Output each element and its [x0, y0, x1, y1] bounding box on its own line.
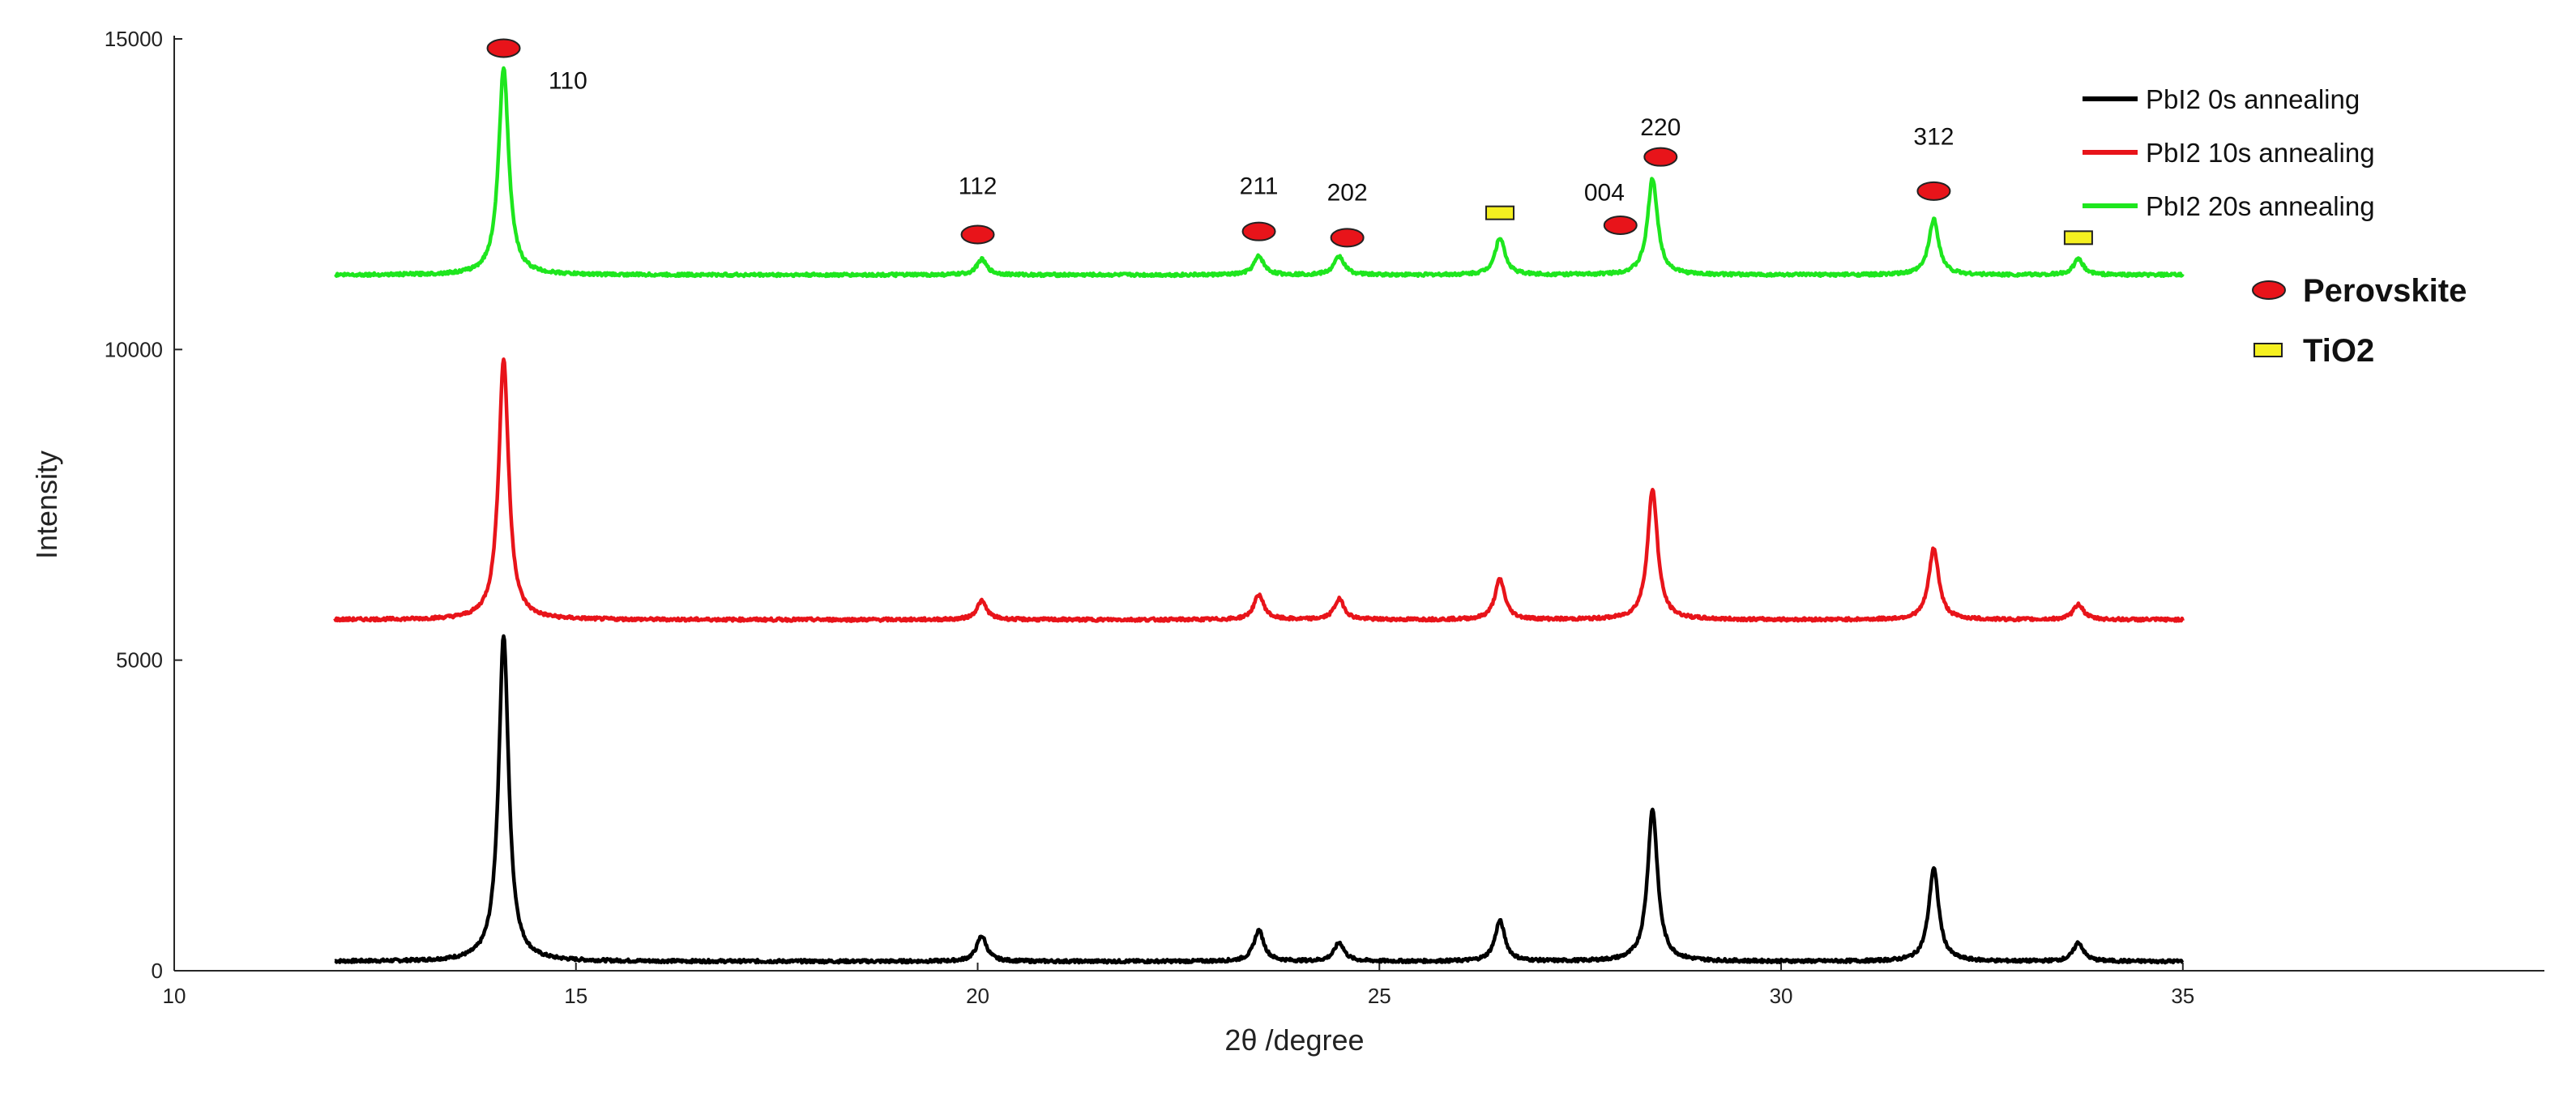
- y-tick-label: 10000: [105, 337, 163, 361]
- x-tick-label: 25: [1368, 984, 1391, 1008]
- legend-label-1: PbI2 10s annealing: [2146, 138, 2375, 168]
- peak-label: 312: [1913, 123, 1954, 150]
- peak-label: 004: [1584, 179, 1625, 206]
- phase-legend: Perovskite TiO2: [2252, 273, 2467, 369]
- perovskite-marker: [486, 38, 521, 58]
- perovskite-marker: [1916, 181, 1951, 201]
- phase-legend-label: TiO2: [2303, 333, 2374, 369]
- x-tick-label: 20: [966, 984, 989, 1008]
- perovskite-marker: [1241, 221, 1276, 241]
- x-tick-label: 15: [564, 984, 587, 1008]
- y-tick-label: 5000: [116, 648, 163, 673]
- legend-label-0: PbI2 0s annealing: [2146, 84, 2360, 114]
- y-tick-label: 15000: [105, 27, 163, 51]
- y-axis-label: Intensity: [30, 451, 63, 559]
- axes: 10 15 20 25 30 35 0 5000 10000 15000: [105, 27, 2544, 1008]
- tio2-marker: [2063, 230, 2093, 246]
- legend-label-2: PbI2 20s annealing: [2146, 191, 2375, 221]
- phase-legend-tio2-marker: [2253, 343, 2283, 357]
- perovskite-marker: [1643, 147, 1678, 167]
- x-tick-label: 30: [1770, 984, 1793, 1008]
- perovskite-marker: [1330, 228, 1365, 248]
- x-tick-label: 10: [163, 984, 186, 1008]
- x-ticks: 10 15 20 25 30 35: [163, 963, 2194, 1008]
- perovskite-marker: [1603, 216, 1638, 235]
- tio2-marker: [1485, 205, 1515, 220]
- y-ticks: 0 5000 10000 15000: [105, 27, 182, 983]
- perovskite-marker: [960, 224, 995, 245]
- series-line-1: [333, 357, 2185, 623]
- legend: PbI2 0s annealing PbI2 10s annealing PbI2 …: [2083, 84, 2375, 221]
- peak-annotations: 110 112 211 202 004 220 312: [549, 67, 1954, 206]
- x-tick-label: 35: [2171, 984, 2194, 1008]
- phase-legend-label: Perovskite: [2303, 273, 2467, 309]
- y-tick-label: 0: [152, 959, 163, 983]
- peak-label: 202: [1327, 179, 1368, 206]
- phase-markers: [486, 38, 2093, 248]
- peak-label: 110: [549, 67, 587, 94]
- series-group: [333, 66, 2185, 965]
- phase-legend-perovskite-marker: [2252, 280, 2286, 300]
- series-line-0: [334, 634, 2185, 965]
- peak-label: 112: [959, 173, 998, 200]
- peak-label: 211: [1240, 173, 1279, 200]
- series-line-2: [334, 66, 2185, 279]
- x-axis-label: 2θ /degree: [1224, 1023, 1364, 1057]
- peak-label: 220: [1640, 114, 1681, 141]
